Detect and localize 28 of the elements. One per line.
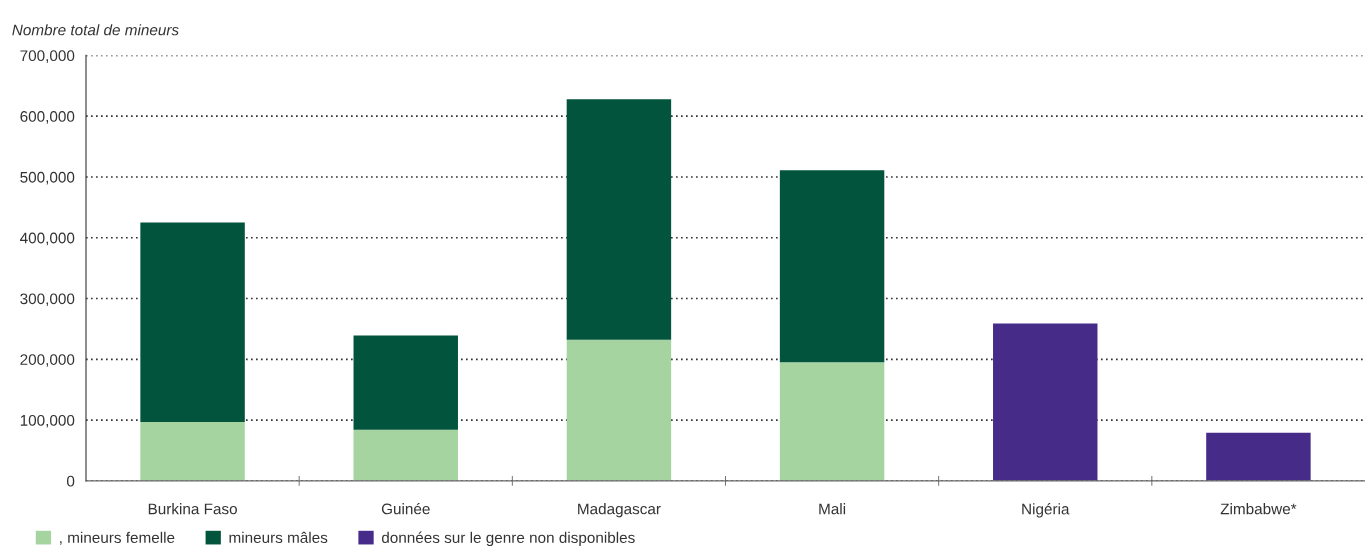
- bar: [566, 99, 672, 340]
- bar: [779, 170, 885, 363]
- y-tick-label: 0: [66, 475, 75, 487]
- y-tick-label: 500,000: [20, 171, 75, 185]
- bar: [779, 362, 885, 481]
- x-tick-label: Madagascar: [578, 503, 661, 518]
- bar: [353, 335, 458, 430]
- bar: [140, 421, 245, 481]
- bar: [140, 222, 245, 422]
- bar: [566, 339, 672, 481]
- x-tick-label: Zimbabwe*: [1220, 503, 1297, 515]
- bar: [993, 323, 1098, 481]
- x-tick-label: Burkina Faso: [148, 503, 237, 515]
- legend-label: données sur le genre non disponibles: [381, 531, 635, 547]
- y-tick-label: 300,000: [20, 293, 75, 307]
- y-tick-label: 100,000: [20, 414, 75, 428]
- y-axis-title: Nombre total de mineurs: [12, 24, 179, 36]
- y-tick-label: 400,000: [20, 232, 75, 246]
- legend-label: mineurs mâles: [229, 531, 328, 544]
- y-tick-label: 200,000: [20, 354, 75, 367]
- y-tick-label: 700,000: [20, 50, 75, 63]
- y-tick-label: 600,000: [20, 111, 75, 124]
- bar: [353, 429, 458, 481]
- bar: [1206, 432, 1311, 481]
- x-tick-label: Mali: [819, 503, 846, 515]
- legend-label: , mineurs femelle: [60, 531, 175, 545]
- x-tick-label: Nigéria: [1022, 503, 1070, 518]
- x-tick-label: Guinée: [381, 502, 430, 515]
